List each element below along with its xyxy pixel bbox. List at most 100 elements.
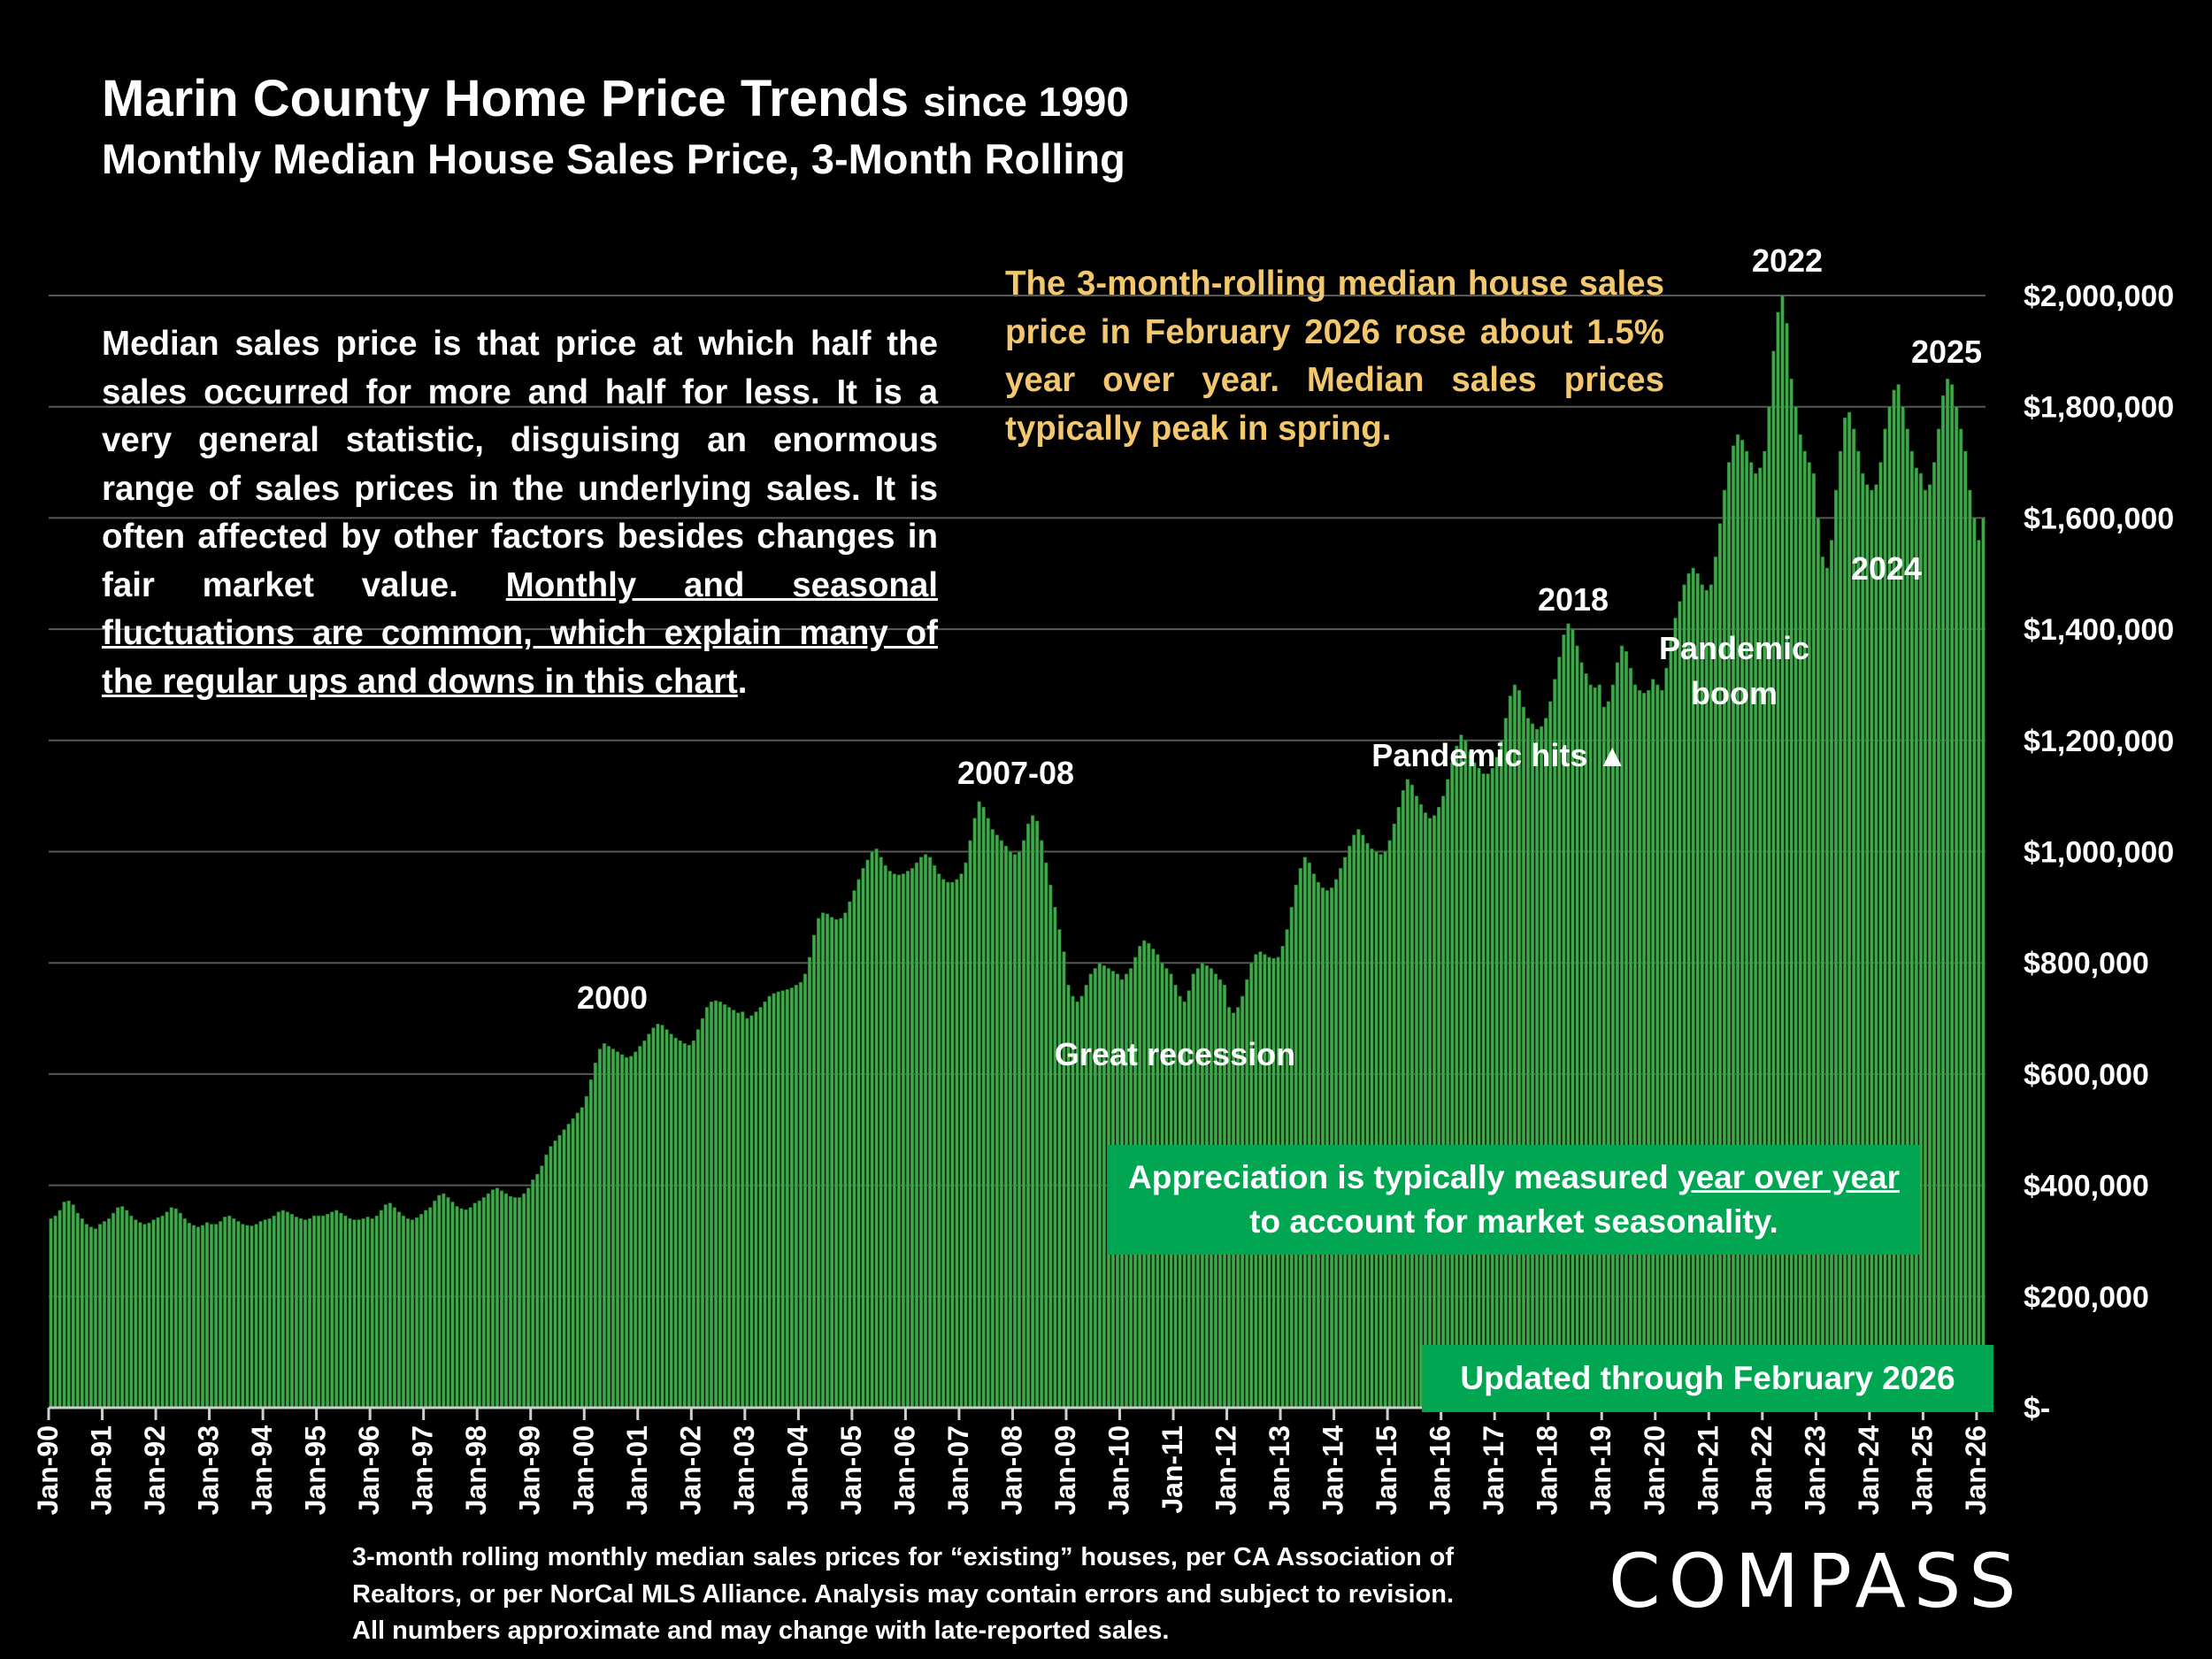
- x-tick-label: Jan-06: [888, 1425, 920, 1515]
- bar: [741, 1011, 745, 1409]
- bar: [1909, 450, 1914, 1409]
- y-tick-label: $800,000: [2024, 947, 2149, 980]
- bar: [204, 1222, 210, 1409]
- bar: [1490, 767, 1494, 1409]
- bar: [1936, 428, 1941, 1409]
- bar: [53, 1215, 58, 1409]
- bar: [1740, 440, 1745, 1409]
- bar: [1298, 868, 1302, 1409]
- bar: [1682, 584, 1686, 1409]
- bar: [629, 1056, 634, 1409]
- bar: [588, 1079, 593, 1409]
- bar: [405, 1218, 411, 1409]
- bar: [1655, 684, 1660, 1409]
- bar: [1446, 779, 1450, 1409]
- bar: [120, 1206, 125, 1409]
- bar: [517, 1197, 522, 1409]
- annotation-label: Great recession: [1055, 1036, 1295, 1072]
- bar: [1798, 434, 1802, 1409]
- bar: [1477, 767, 1481, 1409]
- bar: [1843, 417, 1847, 1409]
- bar: [156, 1217, 160, 1409]
- bar: [472, 1202, 477, 1409]
- x-tick-label: Jan-02: [674, 1425, 706, 1515]
- bar: [1012, 854, 1018, 1409]
- bar: [241, 1224, 245, 1409]
- bar: [182, 1218, 187, 1409]
- bar: [964, 862, 968, 1409]
- bar: [330, 1211, 334, 1409]
- bar: [780, 990, 785, 1409]
- bar: [1816, 518, 1820, 1409]
- bar: [1745, 450, 1749, 1409]
- bar: [820, 912, 826, 1409]
- bar: [1044, 862, 1048, 1409]
- bar: [673, 1037, 678, 1409]
- bar: [1427, 818, 1432, 1409]
- x-tick-label: Jan-95: [300, 1425, 332, 1515]
- bar: [1807, 462, 1811, 1409]
- bar: [526, 1187, 531, 1409]
- bar: [361, 1218, 365, 1409]
- bar: [704, 1007, 710, 1409]
- bar: [1673, 618, 1678, 1409]
- bar: [1008, 851, 1013, 1409]
- bar: [1615, 662, 1619, 1409]
- y-tick-label: $1,800,000: [2024, 391, 2174, 425]
- bar: [1401, 790, 1405, 1409]
- bar: [758, 1007, 763, 1409]
- bar: [597, 1048, 603, 1409]
- bar: [151, 1219, 156, 1409]
- bar: [464, 1209, 468, 1409]
- bar: [785, 989, 789, 1409]
- bar: [1820, 557, 1825, 1409]
- bar: [896, 874, 901, 1409]
- bar: [1593, 687, 1597, 1409]
- bar: [477, 1200, 481, 1409]
- bar: [1093, 968, 1097, 1409]
- bar: [1432, 815, 1437, 1409]
- bar: [861, 868, 865, 1409]
- bar: [62, 1202, 66, 1409]
- bar: [1343, 856, 1348, 1409]
- bar: [125, 1210, 129, 1409]
- bar: [468, 1207, 472, 1409]
- x-tick-label: Jan-10: [1103, 1425, 1135, 1515]
- bar: [1647, 689, 1651, 1409]
- bar: [887, 871, 892, 1409]
- bar: [326, 1213, 330, 1409]
- bar: [531, 1179, 535, 1409]
- bar: [1540, 726, 1544, 1409]
- bar: [1579, 662, 1584, 1409]
- bar: [593, 1063, 597, 1409]
- bar: [1468, 751, 1472, 1409]
- bar: [142, 1224, 147, 1409]
- bar: [892, 873, 896, 1409]
- bar: [557, 1134, 562, 1409]
- bar: [1861, 472, 1865, 1409]
- bar: [918, 856, 924, 1409]
- bar: [495, 1187, 500, 1409]
- x-tick-label: Jan-25: [1906, 1425, 1938, 1515]
- bar: [1793, 406, 1798, 1409]
- source-footnote: 3-month rolling monthly median sales pri…: [352, 1543, 1454, 1645]
- y-tick-label: $2,000,000: [2024, 280, 2174, 313]
- yoy-summary-note: The 3-month-rolling median house sales p…: [1005, 265, 1664, 448]
- bar: [883, 864, 887, 1409]
- bar: [285, 1211, 289, 1409]
- bar: [664, 1029, 669, 1409]
- bar: [481, 1197, 486, 1409]
- bar: [584, 1095, 588, 1409]
- bar: [1057, 929, 1062, 1409]
- bar: [1441, 795, 1446, 1409]
- y-tick-label: $1,200,000: [2024, 725, 2174, 758]
- bar: [798, 981, 803, 1409]
- bar: [1339, 868, 1343, 1409]
- bar: [307, 1218, 312, 1409]
- bar: [1829, 540, 1834, 1409]
- updated-through-box: Updated through February 2026: [1422, 1345, 1993, 1412]
- bar: [1918, 472, 1923, 1409]
- bar: [1597, 684, 1601, 1409]
- bar: [1651, 679, 1655, 1409]
- bar: [1940, 395, 1946, 1409]
